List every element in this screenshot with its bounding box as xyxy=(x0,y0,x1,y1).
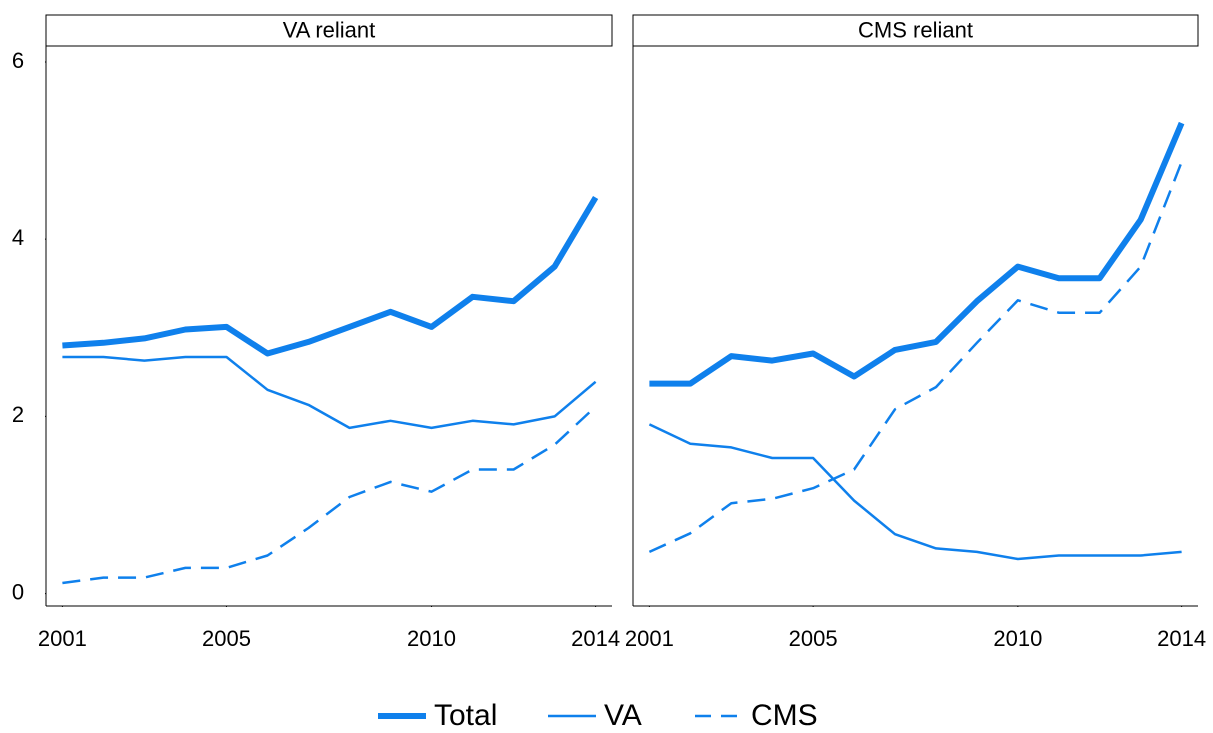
y-tick-label: 0 xyxy=(12,579,24,604)
strip xyxy=(45,14,613,47)
series-line xyxy=(62,195,599,357)
series-line xyxy=(648,161,1183,554)
y-tick-label: 6 xyxy=(12,48,24,73)
series-line xyxy=(649,121,1185,387)
series-line xyxy=(62,405,597,585)
strip xyxy=(632,14,1199,47)
legend-label: VA xyxy=(604,699,642,732)
legend-label: CMS xyxy=(751,699,818,732)
x-tick-label: 2005 xyxy=(789,626,838,651)
panel-title: VA reliant xyxy=(283,17,376,42)
x-tick-label: 2010 xyxy=(993,626,1042,651)
panel-title: CMS reliant xyxy=(858,17,973,42)
series-line xyxy=(62,355,597,430)
x-tick-label: 2001 xyxy=(625,626,674,651)
series-line xyxy=(648,423,1182,561)
x-tick-label: 2005 xyxy=(202,626,251,651)
x-tick-label: 2001 xyxy=(38,626,87,651)
legend-label: Total xyxy=(434,699,497,732)
y-tick-label: 2 xyxy=(12,402,24,427)
x-tick-label: 2014 xyxy=(1157,626,1206,651)
x-tick-label: 2010 xyxy=(407,626,456,651)
x-tick-label: 2014 xyxy=(571,626,620,651)
y-tick-label: 4 xyxy=(12,225,24,250)
